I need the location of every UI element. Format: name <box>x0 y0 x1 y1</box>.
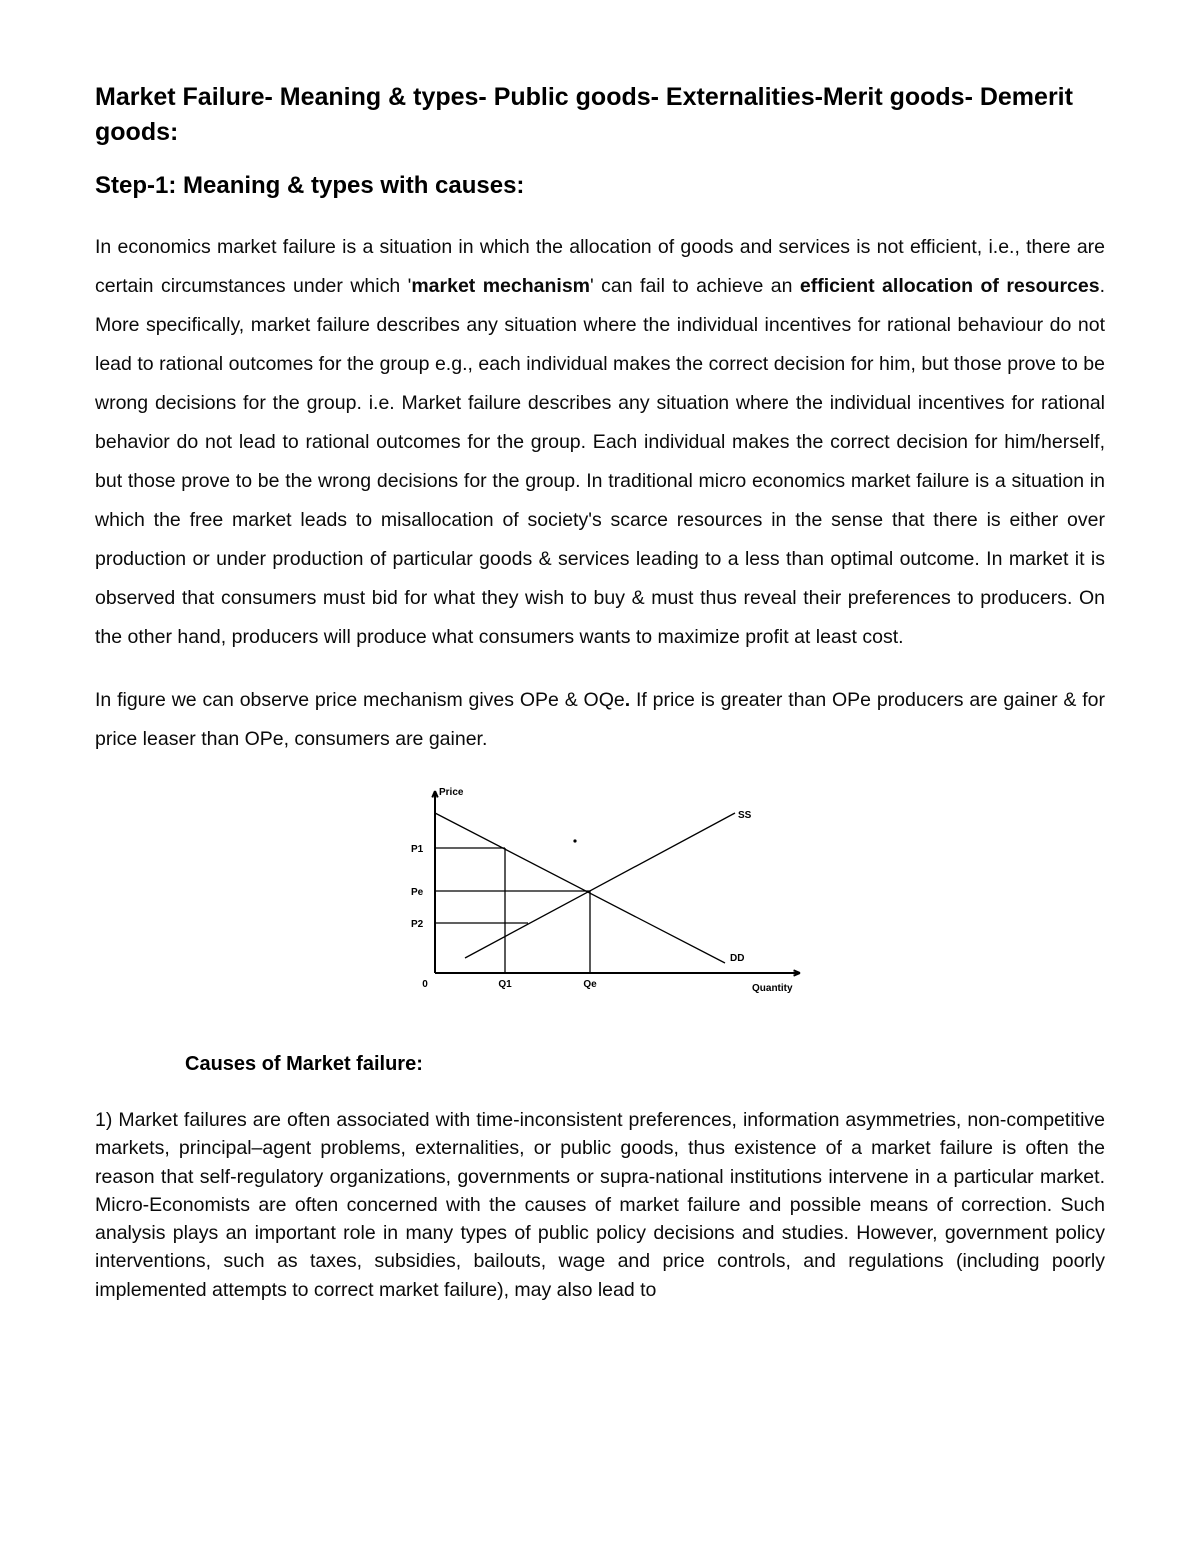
p2-text-a: In figure we can observe price mechanism… <box>95 689 625 711</box>
step-heading: Step-1: Meaning & types with causes: <box>95 172 1105 200</box>
p1-text-c: . More specifically, market failure desc… <box>95 275 1105 648</box>
svg-text:Quantity: Quantity <box>752 983 793 994</box>
supply-demand-chart: Price Quantity 0 DD SS P1 Pe P2 Q1 Qe <box>95 783 1105 1003</box>
svg-text:P1: P1 <box>411 844 424 855</box>
page-title: Market Failure- Meaning & types- Public … <box>95 80 1105 150</box>
svg-text:P2: P2 <box>411 919 424 930</box>
svg-text:Q1: Q1 <box>498 979 512 990</box>
svg-text:0: 0 <box>422 979 428 990</box>
svg-text:SS: SS <box>738 810 752 821</box>
causes-heading: Causes of Market failure: <box>185 1053 1105 1076</box>
supply-demand-svg: Price Quantity 0 DD SS P1 Pe P2 Q1 Qe <box>380 783 820 1003</box>
svg-text:Price: Price <box>439 787 464 798</box>
svg-text:DD: DD <box>730 953 744 964</box>
cause-paragraph-1: 1) Market failures are often associated … <box>95 1106 1105 1304</box>
paragraph-1: In economics market failure is a situati… <box>95 228 1105 657</box>
svg-text:Qe: Qe <box>583 979 597 990</box>
p1-bold-2: efficient allocation of resources <box>800 275 1100 297</box>
p1-bold-1: market mechanism <box>411 275 590 297</box>
paragraph-2: In figure we can observe price mechanism… <box>95 681 1105 759</box>
p1-text-b: ' can fail to achieve an <box>590 275 800 297</box>
svg-text:Pe: Pe <box>411 887 424 898</box>
